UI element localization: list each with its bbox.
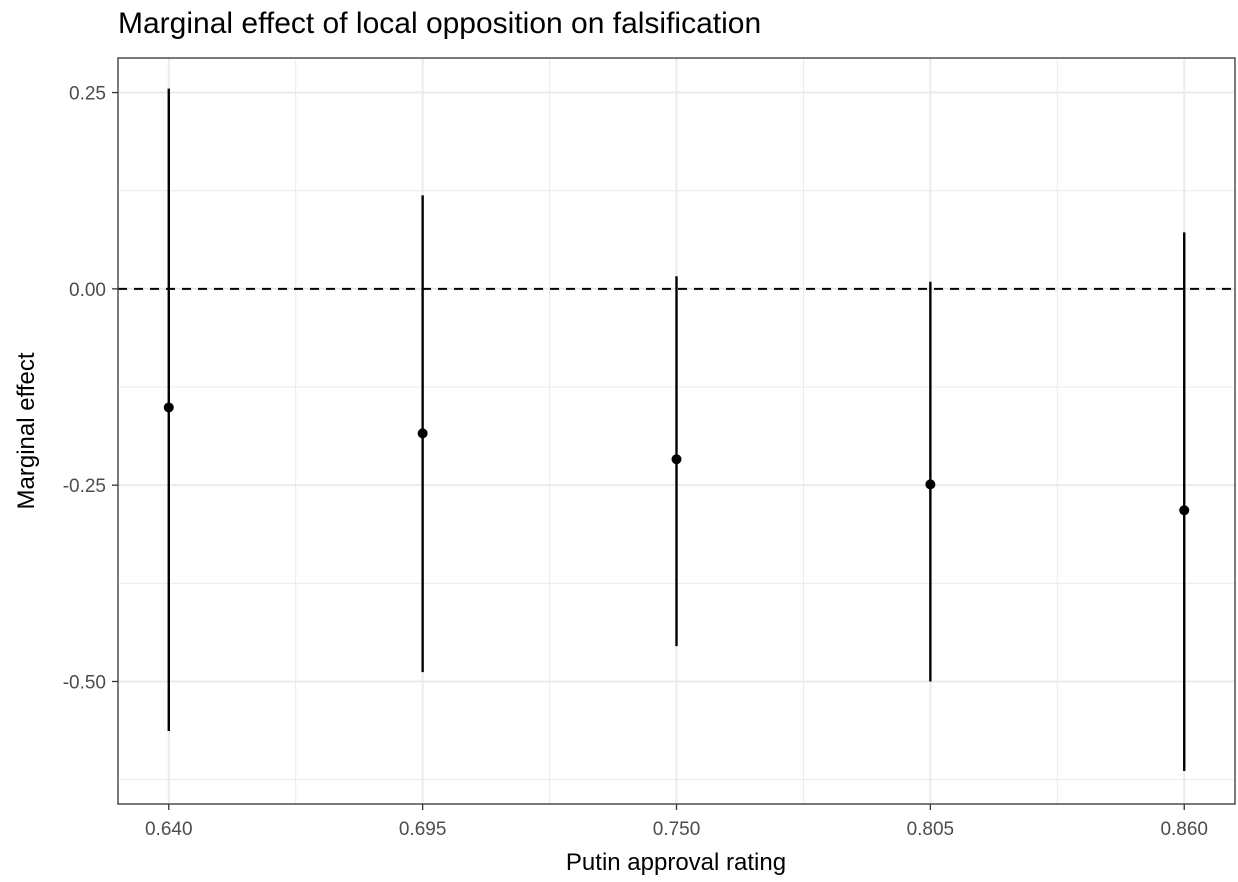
y-tick-label: 0.25 (69, 84, 106, 105)
y-tick-label: -0.25 (63, 476, 106, 497)
x-tick-label: 0.640 (145, 819, 193, 840)
point-estimate (925, 479, 936, 490)
y-axis-ticks: 0.25 0.00 -0.25 -0.50 (63, 84, 118, 693)
marks (163, 88, 1190, 772)
point-estimate (1179, 505, 1190, 516)
x-axis-title: Putin approval rating (566, 849, 786, 876)
point-estimate (163, 402, 174, 413)
y-tick-label: -0.50 (63, 672, 106, 693)
point-estimate (671, 454, 682, 465)
chart-title: Marginal effect of local opposition on f… (118, 7, 761, 40)
point-estimate (417, 428, 428, 439)
x-tick-label: 0.750 (653, 819, 701, 840)
x-tick-label: 0.805 (907, 819, 955, 840)
x-tick-label: 0.860 (1160, 819, 1208, 840)
x-axis-ticks: 0.640 0.695 0.750 0.805 0.860 (145, 804, 1208, 840)
x-tick-label: 0.695 (399, 819, 447, 840)
y-tick-label: 0.00 (69, 280, 106, 301)
y-axis-title: Marginal effect (13, 352, 40, 509)
